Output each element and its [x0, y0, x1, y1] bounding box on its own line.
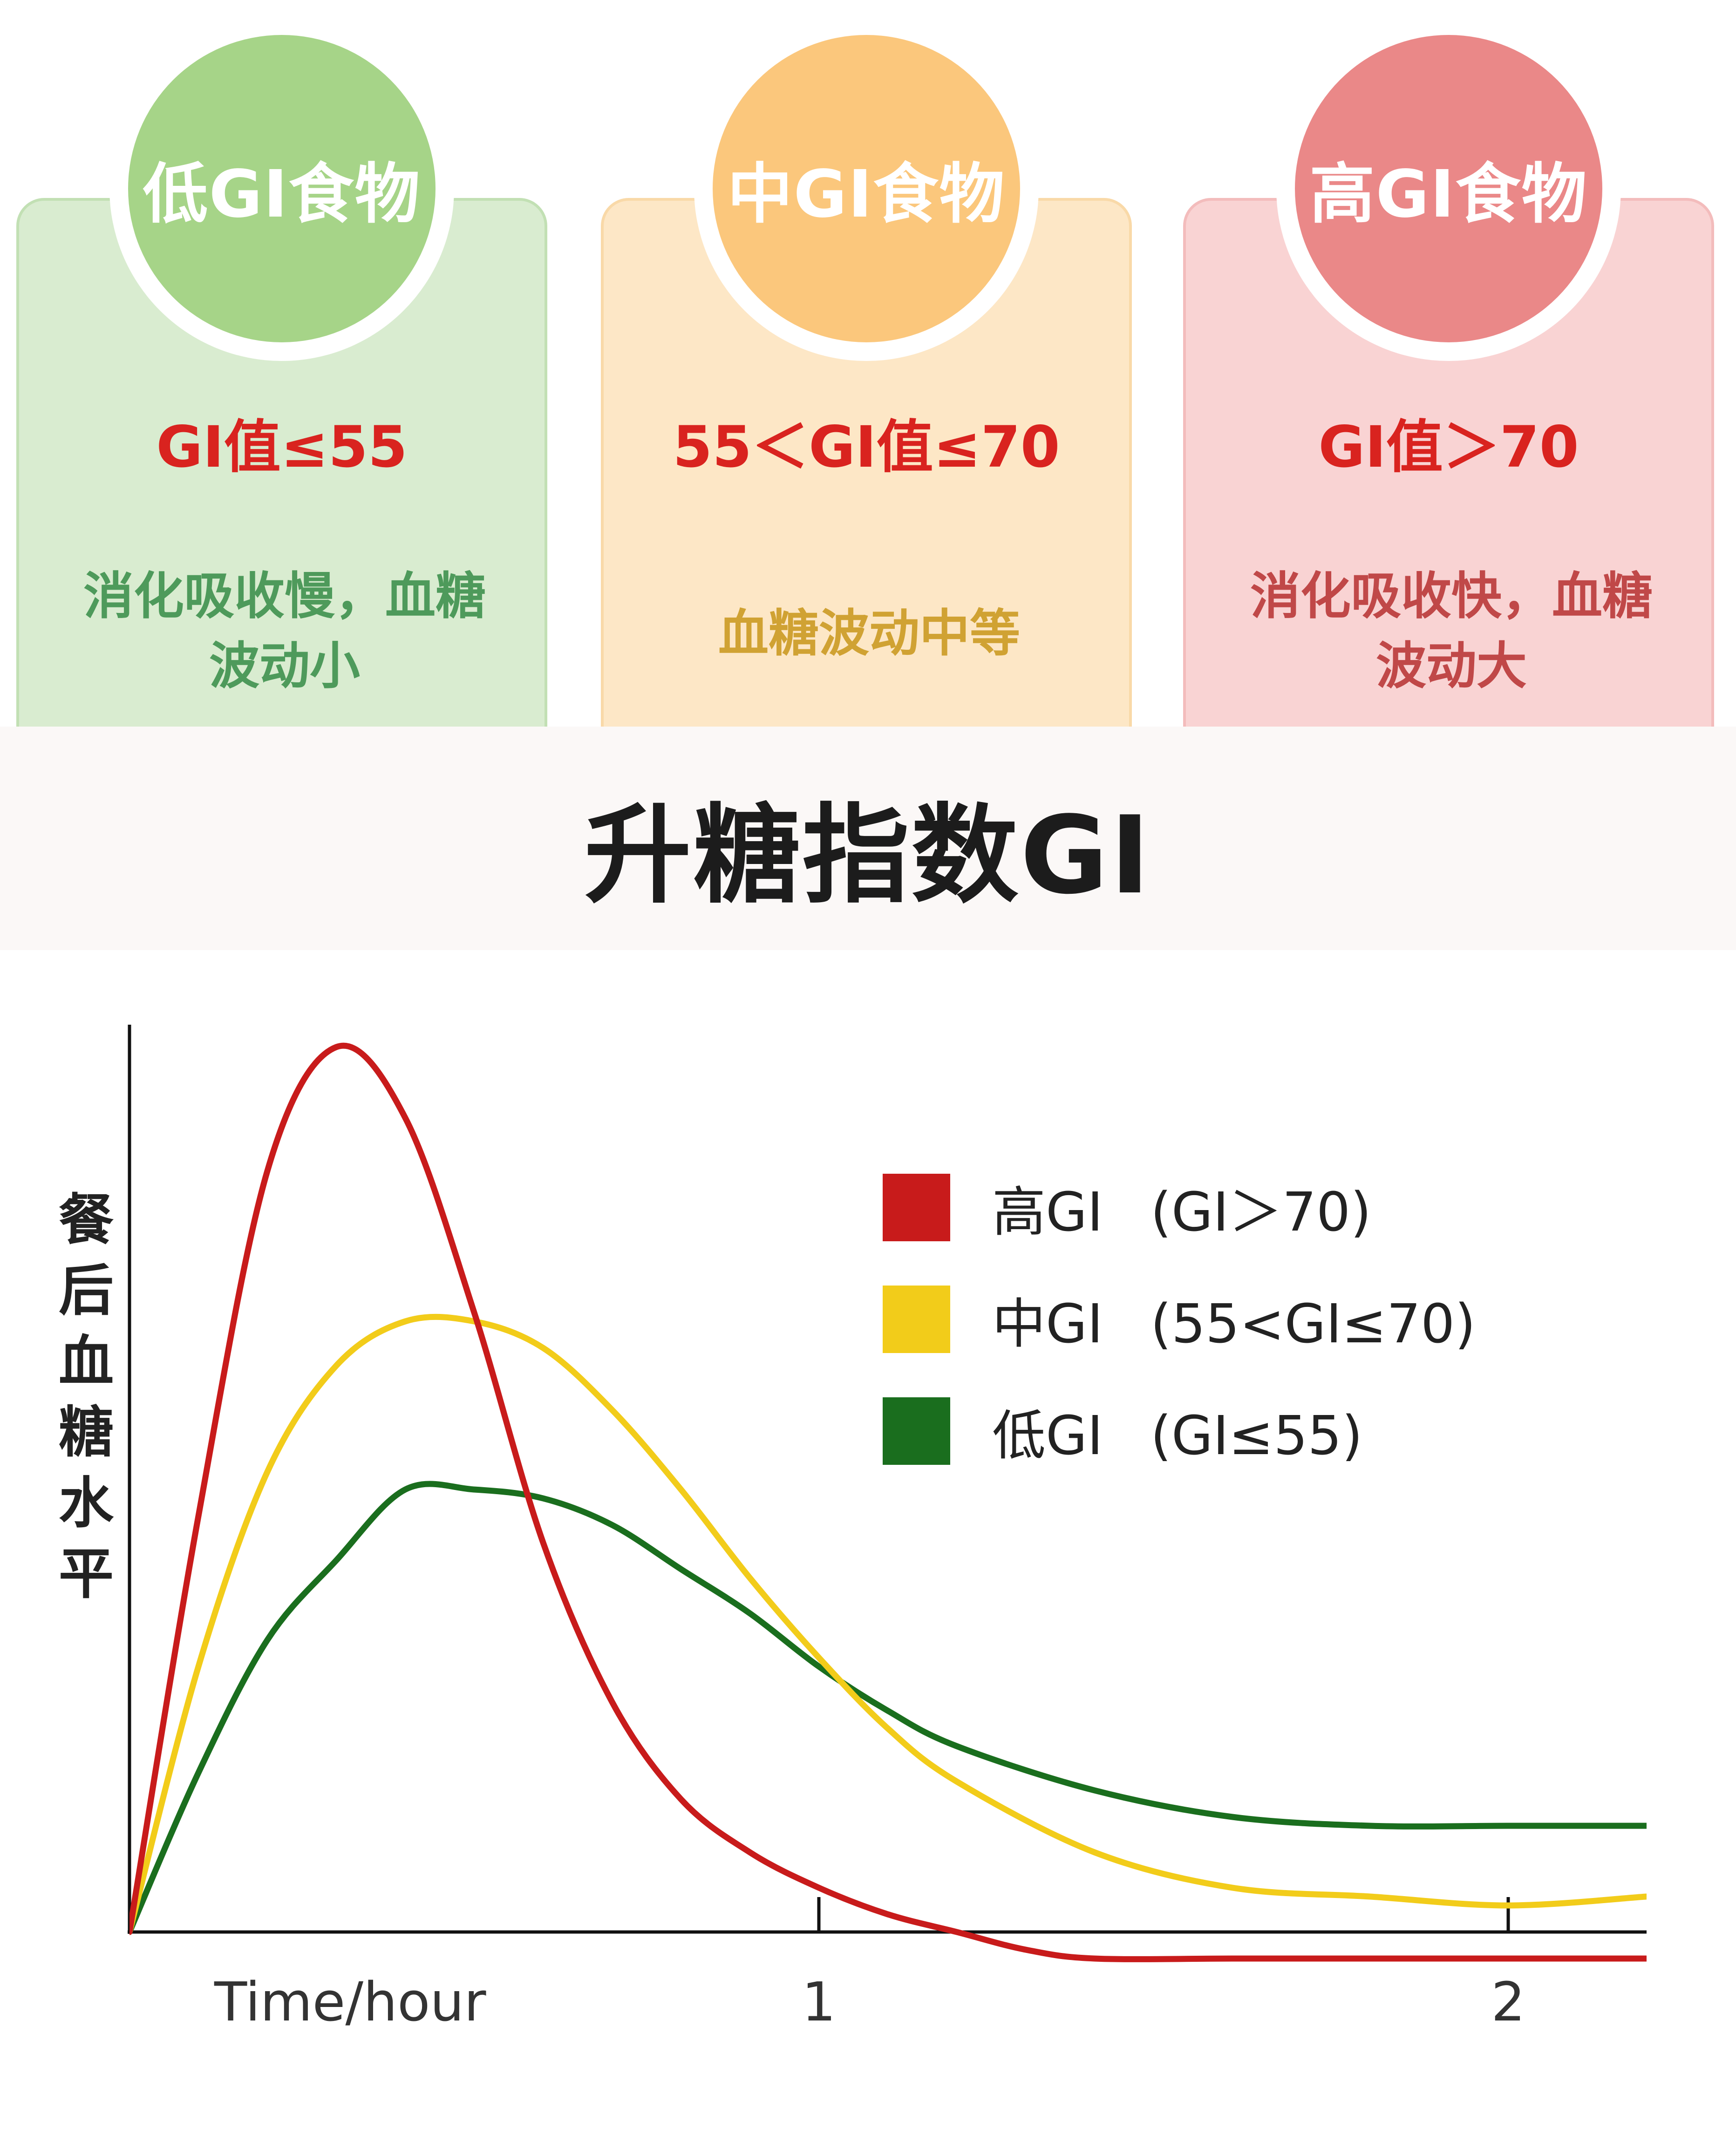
high-gi-badge: 高GI食物 [1295, 35, 1602, 342]
legend-label: 低GI [992, 1405, 1103, 1467]
y-axis-label-char: 糖 [59, 1400, 114, 1464]
y-axis-label-char: 后 [59, 1258, 114, 1323]
high-gi-range: GI值＞70 [1318, 414, 1579, 480]
legend: 高GI (GI＞70) 中GI (55<GI≤70) 低GI (GI≤55) [883, 1174, 1476, 1467]
legend-label: 中GI [992, 1293, 1103, 1355]
legend-swatch [883, 1174, 950, 1241]
high-gi-description: 消化吸收快，血糖 波动大 [1250, 567, 1653, 695]
mid-gi-range: 55＜GI值≤70 [673, 414, 1060, 480]
low-gi-range: GI值≤55 [156, 414, 408, 480]
high-gi-title: 高GI食物 [1309, 156, 1588, 232]
low-gi-badge: 低GI食物 [128, 35, 436, 342]
x-axis-label: Time/hour [214, 1971, 486, 2034]
y-axis-label-char: 平 [59, 1542, 114, 1606]
low-gi-description: 消化吸收慢，血糖 波动小 [83, 567, 486, 695]
series-lines [129, 1042, 1647, 1962]
series-line-低GI [129, 1481, 1647, 1935]
mid-gi-title: 中GI食物 [727, 156, 1006, 232]
y-axis-label-char: 餐 [59, 1188, 114, 1252]
legend-range: (GI＞70) [1151, 1181, 1371, 1244]
x-tick-label: 2 [1491, 1971, 1525, 2034]
legend-swatch [883, 1397, 950, 1465]
y-axis-label-char: 水 [59, 1471, 114, 1535]
series-line-中GI [129, 1313, 1647, 1935]
card-mid-gi: 55＜GI值≤70 血糖波动中等 [601, 198, 1132, 727]
legend-range: (GI≤55) [1151, 1405, 1362, 1467]
series-line-高GI [129, 1042, 1647, 1962]
y-axis-label-char: 血 [59, 1329, 114, 1394]
title-band: 升糖指数GI [0, 727, 1736, 950]
legend-label: 高GI [992, 1181, 1103, 1244]
gi-category-cards: GI值≤55 消化吸收慢，血糖 波动小 低GI食物 55＜GI值≤70 血糖波动中… [0, 0, 1736, 727]
low-gi-title: 低GI食物 [143, 156, 421, 232]
legend-range: (55<GI≤70) [1151, 1293, 1476, 1355]
mid-gi-description: 血糖波动中等 [718, 605, 1020, 663]
page-title: 升糖指数GI [584, 794, 1152, 918]
legend-swatch [883, 1286, 950, 1353]
mid-gi-badge: 中GI食物 [713, 35, 1020, 342]
x-tick-label: 1 [802, 1971, 836, 2034]
